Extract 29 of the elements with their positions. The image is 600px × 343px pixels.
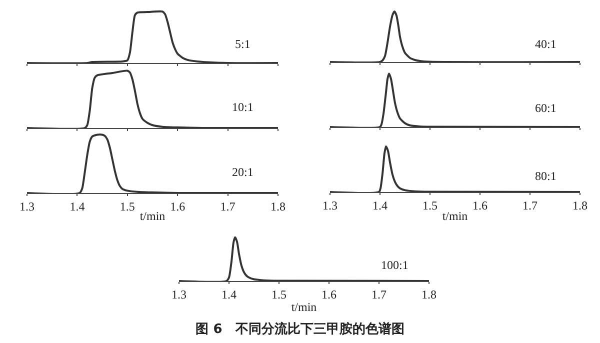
x-tick-label: 1.4 [222,287,236,302]
annotation: 60:1 [535,101,556,115]
annotation: 10:1 [232,100,254,114]
x-tick-label: 1.8 [572,198,588,212]
x-tick-label: 1.3 [322,198,338,212]
x-tick-label: 1.3 [172,287,186,302]
x-axis-title: t/min [140,209,166,223]
annotation: 20:1 [232,165,254,179]
x-tick-label: 1.5 [272,287,286,302]
x-tick-label: 1.6 [472,198,488,212]
x-tick-label: 1.8 [270,199,286,214]
text: 图 6 不同分流比下三甲胺的色谱图 [194,320,406,338]
x-tick-label: 1.7 [522,198,538,212]
x-tick-label: 1.5 [422,198,438,212]
x-tick-label: 1.4 [372,198,388,212]
x-tick-label: 1.7 [220,199,236,214]
x-tick-label: 1.6 [170,199,186,214]
x-tick-label: 1.5 [120,199,135,214]
x-tick-label: 1.8 [422,287,436,302]
annotation: 80:1 [535,169,556,183]
x-tick-label: 1.6 [322,287,336,302]
x-tick-label: 1.3 [20,199,34,214]
x-axis-title: t/min [442,209,468,223]
x-tick-label: 1.7 [372,287,386,302]
annotation: 40:1 [535,37,556,51]
x-tick-label: 1.4 [70,199,85,214]
annotation: 5:1 [235,37,250,51]
annotation: 100:1 [381,258,408,272]
x-axis-title: t/min [291,300,317,314]
